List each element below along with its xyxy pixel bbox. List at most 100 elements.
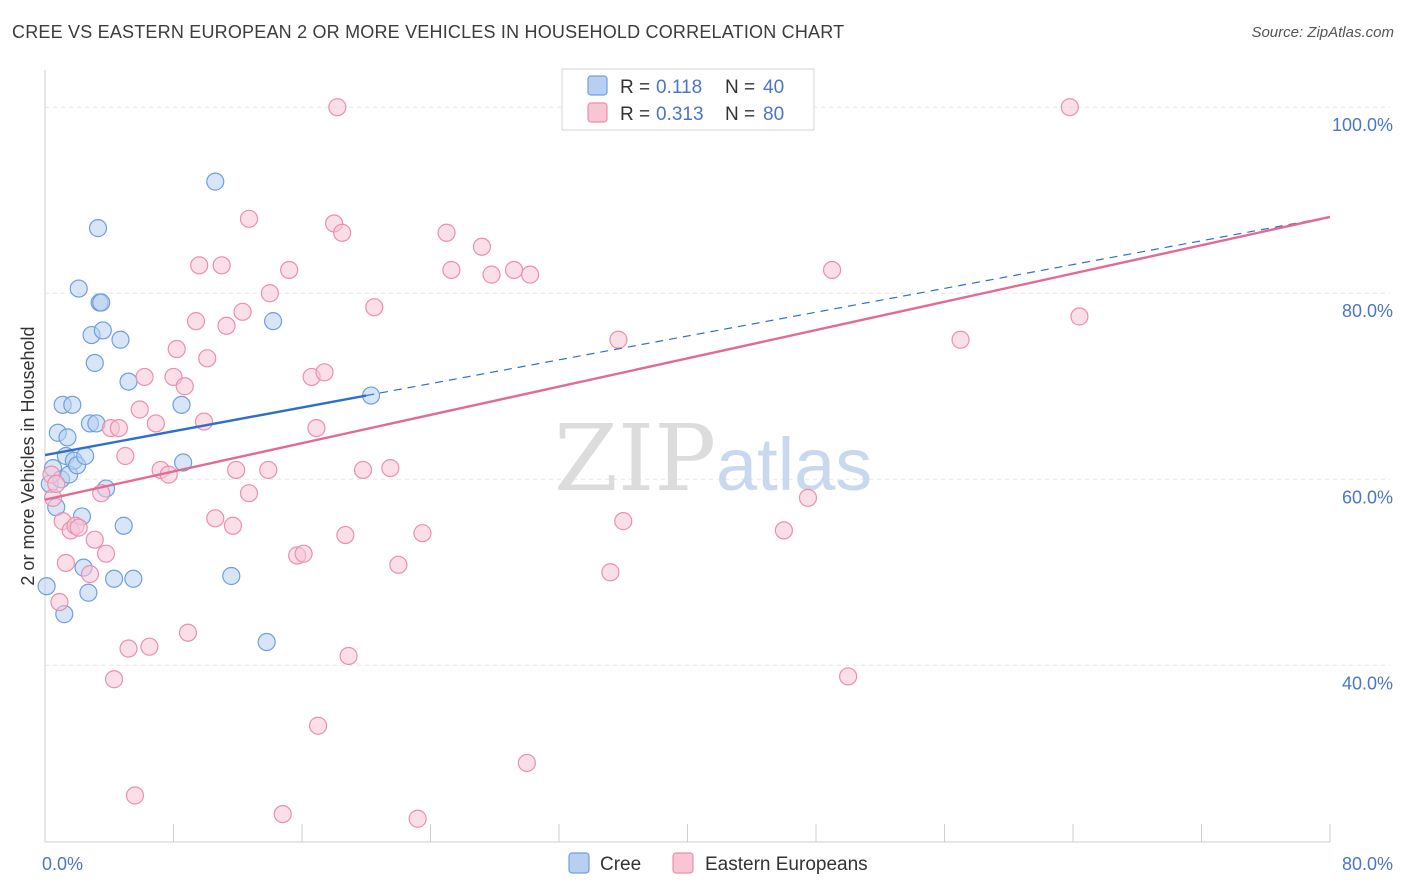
stats-legend: R = 0.118 N = 40 R = 0.313 N = 80 — [561, 68, 815, 131]
point-cree — [222, 566, 241, 586]
point-eastern-europeans — [212, 256, 231, 275]
point-cree — [58, 428, 77, 447]
point-eastern-europeans — [307, 418, 326, 438]
point-eastern-europeans — [190, 256, 209, 275]
watermark: ZIP atlas — [554, 405, 872, 512]
trend-line-cree-extension — [366, 216, 1331, 397]
series-legend-swatch-eastern-europeans — [672, 852, 694, 874]
point-cree — [119, 372, 138, 391]
watermark-atlas: atlas — [716, 423, 872, 506]
point-eastern-europeans — [308, 716, 328, 735]
point-eastern-europeans — [273, 804, 292, 824]
point-eastern-europeans — [259, 460, 278, 480]
point-cree — [111, 330, 130, 349]
point-eastern-europeans — [104, 670, 124, 689]
point-eastern-europeans — [798, 488, 818, 507]
point-eastern-europeans — [56, 553, 75, 573]
legend-r-value-cree: 0.118 — [656, 77, 702, 98]
point-eastern-europeans — [47, 474, 66, 494]
legend-swatch-eastern-europeans — [587, 102, 608, 123]
point-eastern-europeans — [609, 330, 628, 349]
point-eastern-europeans — [365, 298, 384, 317]
point-cree — [263, 312, 283, 331]
point-eastern-europeans — [227, 460, 246, 480]
legend-r-value-eastern-europeans: 0.313 — [656, 104, 704, 125]
point-eastern-europeans — [774, 521, 793, 540]
point-eastern-europeans — [239, 484, 259, 503]
series-legend-label-cree: Cree — [600, 854, 641, 875]
point-cree — [37, 577, 56, 596]
point-eastern-europeans — [951, 330, 970, 349]
series-legend-label-eastern-europeans: Eastern Europeans — [705, 854, 868, 875]
point-eastern-europeans — [116, 446, 135, 466]
x-tick-labels: 0.0% 80.0% — [42, 854, 1393, 874]
point-eastern-europeans — [408, 809, 427, 828]
point-eastern-europeans — [333, 223, 352, 242]
legend-n-label-cree: N = — [725, 77, 755, 98]
y-tick-labels: 40.0% 60.0% 80.0% 100.0% — [1332, 115, 1393, 693]
legend-swatch-cree — [587, 75, 608, 96]
point-cree — [257, 632, 276, 652]
point-eastern-europeans — [614, 512, 633, 531]
point-cree — [69, 279, 88, 298]
point-eastern-europeans — [233, 302, 252, 321]
point-cree — [79, 583, 98, 602]
point-cree — [174, 453, 193, 472]
point-cree — [114, 516, 133, 535]
point-cree — [76, 446, 95, 466]
x-tick-label: 80.0% — [1342, 854, 1393, 874]
point-eastern-europeans — [96, 544, 116, 563]
point-eastern-europeans — [839, 667, 858, 686]
point-eastern-europeans — [135, 367, 154, 387]
point-eastern-europeans — [517, 753, 536, 773]
point-eastern-europeans — [217, 316, 236, 335]
point-eastern-europeans — [472, 237, 491, 256]
axes — [44, 70, 1331, 843]
point-eastern-europeans — [223, 516, 243, 535]
series-legend: Cree Eastern Europeans — [568, 852, 868, 875]
point-eastern-europeans — [178, 623, 198, 642]
point-eastern-europeans — [294, 544, 313, 563]
point-eastern-europeans — [413, 524, 432, 543]
point-eastern-europeans — [125, 786, 145, 805]
point-eastern-europeans — [482, 265, 501, 284]
point-cree — [104, 569, 124, 588]
point-eastern-europeans — [504, 260, 524, 280]
point-cree — [206, 172, 225, 191]
series-legend-swatch-cree — [568, 852, 590, 874]
point-eastern-europeans — [437, 223, 456, 242]
point-eastern-europeans — [260, 284, 279, 303]
point-eastern-europeans — [442, 260, 461, 280]
point-eastern-europeans — [119, 639, 138, 658]
trend-line-cree — [44, 394, 367, 457]
chart-title: CREE VS EASTERN EUROPEAN 2 OR MORE VEHIC… — [12, 22, 845, 42]
point-eastern-europeans — [328, 98, 347, 117]
trend-lines — [44, 215, 1331, 501]
point-cree — [124, 569, 143, 588]
point-eastern-europeans — [146, 414, 165, 433]
y-tick-label: 80.0% — [1342, 301, 1393, 321]
point-eastern-europeans — [601, 563, 620, 582]
point-eastern-europeans — [520, 265, 540, 284]
point-eastern-europeans — [239, 209, 259, 228]
legend-r-label-eastern-europeans: R = — [620, 104, 650, 125]
point-cree — [172, 395, 191, 414]
point-eastern-europeans — [353, 460, 373, 480]
watermark-zip: ZIP — [554, 405, 716, 512]
point-eastern-europeans — [336, 525, 355, 545]
point-eastern-europeans — [1070, 307, 1089, 326]
source-label: Source: ZipAtlas.com — [1251, 24, 1394, 41]
point-eastern-europeans — [315, 363, 334, 382]
point-eastern-europeans — [109, 418, 128, 438]
point-eastern-europeans — [1060, 98, 1079, 117]
trend-line-eastern-europeans — [44, 215, 1331, 501]
point-eastern-europeans — [167, 339, 186, 359]
point-eastern-europeans — [822, 260, 842, 280]
legend-n-label-eastern-europeans: N = — [725, 104, 755, 125]
y-axis-label: 2 or more Vehicles in Household — [18, 326, 38, 585]
point-eastern-europeans — [140, 637, 159, 656]
point-eastern-europeans — [175, 377, 194, 396]
legend-n-value-cree: 40 — [763, 77, 784, 98]
point-eastern-europeans — [381, 458, 400, 478]
